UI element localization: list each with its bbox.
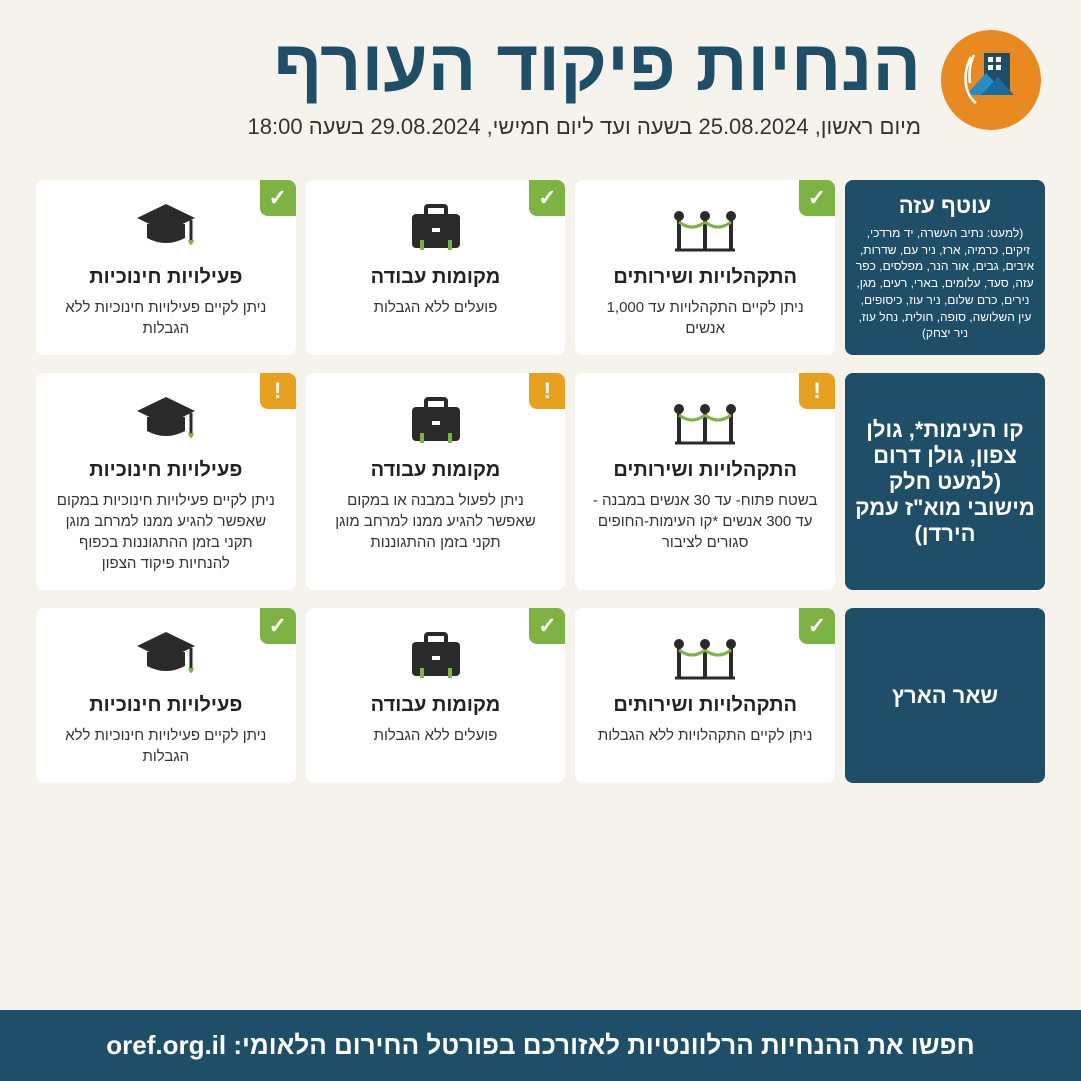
card-description: ניתן לקיים התקהלויות עד 1,000 אנשים: [587, 297, 823, 339]
work-icon: [406, 393, 466, 449]
warning-badge-icon: !: [260, 373, 296, 409]
card-description: ניתן לפעול במבנה או במקום שאפשר להגיע ממ…: [318, 490, 554, 553]
warning-badge-icon: !: [529, 373, 565, 409]
guideline-card: ! התקהלויות ושירותים בשטח פתוח- עד 30 אנשי…: [575, 373, 835, 590]
region-title: שאר הארץ: [855, 683, 1035, 709]
guideline-card: ✓ התקהלויות ושירותים ניתן לקיים התקהלויות …: [575, 608, 835, 783]
card-description: ניתן לקיים פעילויות חינוכיות ללא הגבלות: [48, 725, 284, 767]
check-badge-icon: ✓: [799, 608, 835, 644]
region-title: עוטף עזה: [855, 193, 1035, 219]
region-label: קו העימות*, גולן צפון, גולן דרום (למעט ח…: [845, 373, 1045, 590]
check-badge-icon: ✓: [799, 180, 835, 216]
card-description: ניתן לקיים התקהלויות ללא הגבלות: [594, 725, 817, 746]
check-badge-icon: ✓: [260, 180, 296, 216]
logo-icon: [941, 30, 1041, 130]
guidelines-row: קו העימות*, גולן צפון, גולן דרום (למעט ח…: [36, 373, 1045, 590]
card-description: ניתן לקיים פעילויות חינוכיות ללא הגבלות: [48, 297, 284, 339]
card-title: התקהלויות ושירותים: [613, 266, 797, 289]
work-icon: [406, 200, 466, 256]
check-badge-icon: ✓: [529, 608, 565, 644]
footer-url: oref.org.il: [106, 1030, 226, 1060]
warning-badge-icon: !: [799, 373, 835, 409]
region-title: קו העימות*, גולן צפון, גולן דרום (למעט ח…: [855, 417, 1035, 547]
card-title: פעילויות חינוכיות: [89, 459, 242, 482]
education-icon: [133, 200, 199, 256]
card-title: מקומות עבודה: [371, 266, 501, 289]
guideline-card: ! פעילויות חינוכיות ניתן לקיים פעילויות חי…: [36, 373, 296, 590]
check-badge-icon: ✓: [529, 180, 565, 216]
guideline-card: ✓ התקהלויות ושירותים ניתן לקיים התקהלויות …: [575, 180, 835, 355]
card-description: פועלים ללא הגבלות: [370, 725, 502, 746]
card-title: פעילויות חינוכיות: [89, 266, 242, 289]
guidelines-grid: עוטף עזה (למעט: נתיב העשרה, יד מרדכי, זיק…: [0, 160, 1081, 1010]
card-description: ניתן לקיים פעילויות חינוכיות במקום שאפשר…: [48, 490, 284, 574]
guideline-card: ✓ מקומות עבודה פועלים ללא הגבלות: [306, 608, 566, 783]
header: הנחיות פיקוד העורף מיום ראשון, 25.08.202…: [0, 0, 1081, 160]
card-title: מקומות עבודה: [371, 694, 501, 717]
guidelines-row: עוטף עזה (למעט: נתיב העשרה, יד מרדכי, זיק…: [36, 180, 1045, 355]
page-title: הנחיות פיקוד העורף: [40, 30, 921, 102]
gathering-icon: [669, 628, 741, 684]
footer-text: חפשו את ההנחיות הרלוונטיות לאזורכם בפורט…: [233, 1030, 974, 1060]
gathering-icon: [669, 393, 741, 449]
region-label: שאר הארץ: [845, 608, 1045, 783]
page-subtitle: מיום ראשון, 25.08.2024 בשעה ועד ליום חמי…: [40, 114, 921, 140]
gathering-icon: [669, 200, 741, 256]
guideline-card: ✓ פעילויות חינוכיות ניתן לקיים פעילויות חי…: [36, 608, 296, 783]
title-block: הנחיות פיקוד העורף מיום ראשון, 25.08.202…: [40, 30, 921, 140]
card-title: פעילויות חינוכיות: [89, 694, 242, 717]
education-icon: [133, 628, 199, 684]
region-label: עוטף עזה (למעט: נתיב העשרה, יד מרדכי, זיק…: [845, 180, 1045, 355]
work-icon: [406, 628, 466, 684]
card-title: התקהלויות ושירותים: [613, 694, 797, 717]
guideline-card: ✓ פעילויות חינוכיות ניתן לקיים פעילויות חי…: [36, 180, 296, 355]
region-detail: (למעט: נתיב העשרה, יד מרדכי, זיקים, כרמי…: [855, 225, 1035, 343]
education-icon: [133, 393, 199, 449]
check-badge-icon: ✓: [260, 608, 296, 644]
card-title: התקהלויות ושירותים: [613, 459, 797, 482]
guideline-card: ! מקומות עבודה ניתן לפעול במבנה או במקום ש…: [306, 373, 566, 590]
footer: חפשו את ההנחיות הרלוונטיות לאזורכם בפורט…: [0, 1010, 1081, 1081]
guideline-card: ✓ מקומות עבודה פועלים ללא הגבלות: [306, 180, 566, 355]
card-description: פועלים ללא הגבלות: [370, 297, 502, 318]
card-title: מקומות עבודה: [371, 459, 501, 482]
card-description: בשטח פתוח- עד 30 אנשים במבנה -עד 300 אנש…: [587, 490, 823, 553]
guidelines-row: שאר הארץ ✓ התקהלויות ושירותים ניתן לקיים הת…: [36, 608, 1045, 783]
